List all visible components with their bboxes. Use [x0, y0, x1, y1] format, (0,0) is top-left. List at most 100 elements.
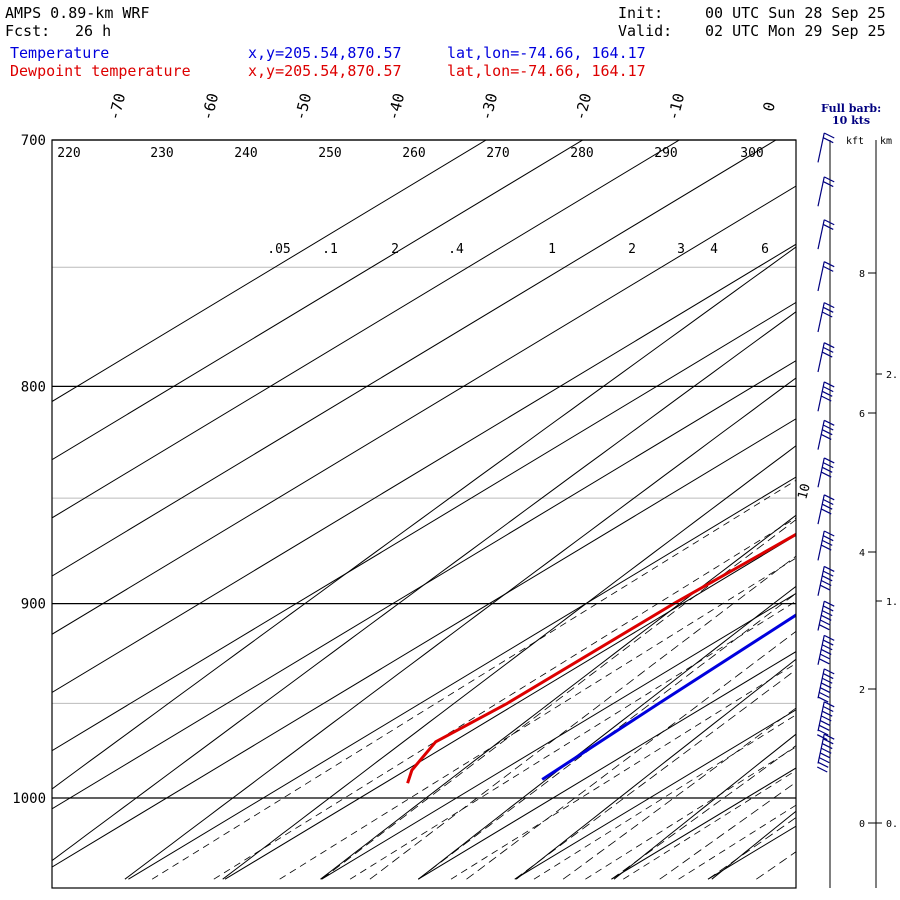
wind-barb-flag — [820, 395, 832, 402]
isotherm-line — [52, 418, 796, 868]
isotherm-line — [52, 140, 681, 519]
mixing-ratio-label: 2 — [628, 242, 636, 257]
dry-adiabat — [52, 246, 796, 790]
isotherm-line — [224, 534, 796, 880]
wind-barb-flag — [820, 648, 832, 655]
km-tick-label: 0. — [886, 819, 898, 830]
wind-barb-flag — [820, 471, 832, 478]
legend-temperature-latlon: lat,lon=-74.66, 164.17 — [447, 44, 646, 62]
km-axis-label: km — [880, 136, 892, 147]
wind-barb-flag — [823, 457, 835, 464]
wind-barb-flag — [822, 424, 834, 431]
legend-temperature-label: Temperature — [10, 44, 110, 62]
wind-barb-flag — [822, 639, 834, 646]
wind-barb-flag — [820, 747, 832, 754]
wind-barb — [817, 494, 835, 525]
dry-adiabat-label: 260 — [402, 146, 425, 161]
wind-barb-flag — [819, 619, 831, 626]
wind-barb-flag — [819, 687, 831, 694]
wind-barb-staff — [817, 176, 825, 207]
wind-barb-flag — [820, 682, 832, 689]
pressure-tick-label: 900 — [21, 597, 46, 613]
temperature-profile — [541, 613, 796, 781]
mixing-ratio-line — [533, 714, 796, 880]
wind-barb-flag — [820, 715, 832, 722]
wind-barb-flag — [820, 433, 832, 440]
kft-tick-label: 2 — [859, 685, 865, 696]
wind-barb-flag — [816, 766, 828, 773]
wind-barb-flag — [821, 351, 833, 358]
wind-barb-staff — [817, 132, 825, 163]
wind-barb-flag — [822, 498, 834, 506]
wind-barb-flag — [821, 610, 833, 617]
wind-barb-flag — [818, 757, 830, 764]
isotherm-tick-label: -40 — [384, 91, 408, 122]
wind-barb-flag — [819, 653, 831, 660]
wind-barb-flag — [823, 701, 835, 708]
barb-key-line2: 10 kts — [832, 114, 871, 127]
wind-barb — [817, 565, 835, 596]
moist-adiabat — [562, 707, 796, 880]
isotherm-tick-label: -50 — [291, 91, 315, 122]
dry-adiabat-label: 280 — [570, 146, 593, 161]
wind-barb-staff — [817, 342, 825, 373]
wind-barb-flag — [823, 176, 835, 183]
valid-time: 02 UTC Mon 29 Sep 25 — [705, 22, 886, 40]
dry-adiabat — [613, 733, 796, 880]
wind-barb — [817, 419, 835, 450]
wind-barb-flag — [823, 419, 835, 426]
wind-barb — [817, 457, 835, 488]
isotherm-tick-label: -20 — [571, 91, 595, 122]
dewpoint-profile — [406, 532, 796, 784]
isotherm-tick-label: -10 — [664, 91, 688, 122]
wind-barb-flag — [818, 624, 830, 631]
wind-barb — [816, 701, 835, 741]
wind-barb — [817, 600, 835, 631]
legend-dewpoint-label: Dewpoint temperature — [10, 62, 191, 80]
dry-adiabat — [515, 658, 796, 880]
wind-barb — [817, 176, 835, 207]
wind-barb-flag — [822, 181, 834, 188]
wind-barb-flag — [817, 696, 829, 703]
wind-barb-flag — [822, 386, 834, 393]
wind-barb-flag — [823, 668, 835, 675]
isotherm-line — [321, 592, 796, 880]
wind-barb-flag — [822, 223, 834, 230]
kft-axis-label: kft — [846, 136, 864, 147]
wind-barb-flag — [822, 346, 834, 353]
mixing-ratio-label: 6 — [761, 242, 769, 257]
wind-barb-flag — [821, 429, 833, 436]
wind-barb-staff — [817, 219, 825, 250]
isotherm-tick-label: 0 — [759, 100, 779, 113]
isotherm-line — [128, 476, 796, 880]
pressure-tick-label: 700 — [21, 133, 46, 149]
wind-barb-flag — [816, 734, 828, 741]
wind-barb-flag — [818, 724, 830, 731]
wind-barb-flag — [821, 644, 833, 651]
isotherm-line — [52, 140, 584, 461]
isotherm-line — [52, 140, 777, 577]
wind-barb — [816, 733, 835, 773]
dry-adiabat-label: 270 — [486, 146, 509, 161]
dry-adiabat-label: 230 — [150, 146, 173, 161]
wind-barb-flag — [822, 137, 834, 144]
isotherm-line — [52, 140, 488, 403]
pressure-tick-label: 800 — [21, 379, 46, 395]
mixing-ratio-line — [279, 557, 796, 880]
dry-adiabat — [222, 445, 796, 880]
wind-barb-flag — [823, 261, 835, 268]
forecast-label: Fcst: — [5, 22, 51, 40]
wind-barb-flag — [822, 265, 834, 272]
valid-label: Valid: — [618, 22, 673, 40]
mixing-ratio-label: .1 — [322, 242, 338, 257]
wind-barb-flag — [821, 503, 833, 510]
wind-barb-flag — [823, 219, 835, 226]
wind-barb — [817, 668, 835, 703]
moist-adiabat — [659, 781, 796, 880]
wind-barb-flag — [819, 752, 831, 759]
wind-barb-flag — [819, 584, 831, 591]
barb-key-line1: Full barb: — [821, 102, 882, 115]
isotherm-tick-label: -30 — [477, 91, 501, 122]
wind-barb-flag — [822, 673, 834, 680]
wind-barb-flag — [822, 570, 834, 577]
